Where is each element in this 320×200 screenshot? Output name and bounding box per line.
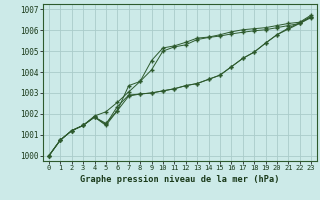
X-axis label: Graphe pression niveau de la mer (hPa): Graphe pression niveau de la mer (hPa)	[80, 175, 280, 184]
